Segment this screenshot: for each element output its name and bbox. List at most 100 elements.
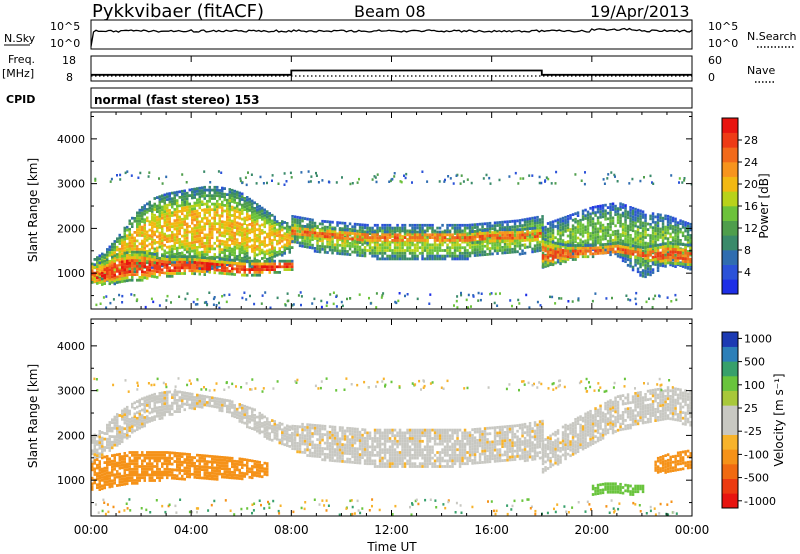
data-cell [203,267,206,271]
data-cell [671,264,675,268]
data-cell [636,217,640,220]
data-cell [478,238,482,241]
data-cell [203,185,206,189]
data-cell [286,222,289,225]
data-cell [506,231,509,234]
data-cell [123,251,126,255]
data-cell [203,202,206,206]
data-cell [641,258,645,261]
data-speckle [373,175,376,178]
data-cell [246,243,249,247]
data-cell [526,227,529,231]
data-cell [183,245,186,249]
data-cell [351,250,354,254]
data-cell [111,264,114,267]
data-cell [401,254,404,258]
data-cell [126,265,129,269]
data-cell [236,264,239,268]
data-cell [171,191,174,195]
data-cell [288,265,291,269]
data-cell [676,251,680,254]
data-cell [516,236,519,240]
data-cell [373,236,377,239]
data-cell [488,227,492,231]
data-cell [156,241,159,244]
data-cell [146,236,149,239]
data-cell [679,227,682,231]
data-cell [311,231,314,235]
data-cell [93,453,96,456]
data-cell [136,239,139,243]
data-cell [271,233,274,237]
data-cell [453,246,457,250]
data-speckle [488,176,491,180]
data-cell [201,189,204,192]
data-cell [511,250,514,254]
data-cell [248,209,251,212]
data-cell [233,261,236,265]
data-cell [639,248,642,252]
data-speckle [239,177,242,180]
data-cell [98,272,101,276]
data-cell [233,259,236,262]
data-cell [523,218,527,221]
data-speckle [465,298,468,302]
data-cell [411,249,414,252]
data-cell [401,246,404,250]
data-cell [311,218,314,222]
data-cell [493,246,497,250]
data-cell [108,443,111,447]
data-cell [371,233,374,237]
data-cell [453,257,457,261]
data-cell [639,237,642,241]
data-cell [383,251,387,255]
data-cell [456,257,459,261]
data-cell [656,235,660,239]
data-cell [671,216,675,220]
data-cell [641,263,645,267]
data-cell [381,246,384,250]
data-cell [443,240,447,244]
data-cell [388,226,392,230]
data-cell [108,426,111,430]
data-cell [624,212,627,216]
data-cell [213,194,216,198]
data-cell [211,188,214,192]
data-cell [363,226,367,230]
data-cell [303,233,307,237]
data-cell [266,215,269,219]
data-cell [446,233,449,237]
data-speckle [329,293,332,296]
data-cell [363,237,367,241]
data-cell [221,266,224,270]
data-cell [116,432,119,436]
data-cell [263,250,266,254]
data-cell [138,234,141,237]
data-cell [556,245,560,248]
data-cell [453,243,457,247]
data-cell [233,254,236,257]
data-cell [231,253,234,257]
data-cell [373,223,377,227]
data-speckle [130,174,133,177]
data-cell [684,221,687,224]
data-cell [223,192,226,196]
data-cell [98,455,101,458]
data-cell [166,195,169,199]
data-cell [356,232,359,236]
data-cell [251,219,254,222]
data-cell [508,220,512,223]
data-cell [116,253,119,256]
data-cell [101,263,104,267]
data-cell [351,239,354,243]
data-cell [176,193,179,197]
data-speckle [170,301,172,304]
data-speckle [538,175,541,179]
data-speckle [460,174,463,177]
data-cell [221,257,224,261]
data-cell [96,282,99,285]
data-cell [413,226,417,230]
data-cell [113,418,116,422]
data-cell [221,248,224,252]
data-cell [181,272,184,275]
